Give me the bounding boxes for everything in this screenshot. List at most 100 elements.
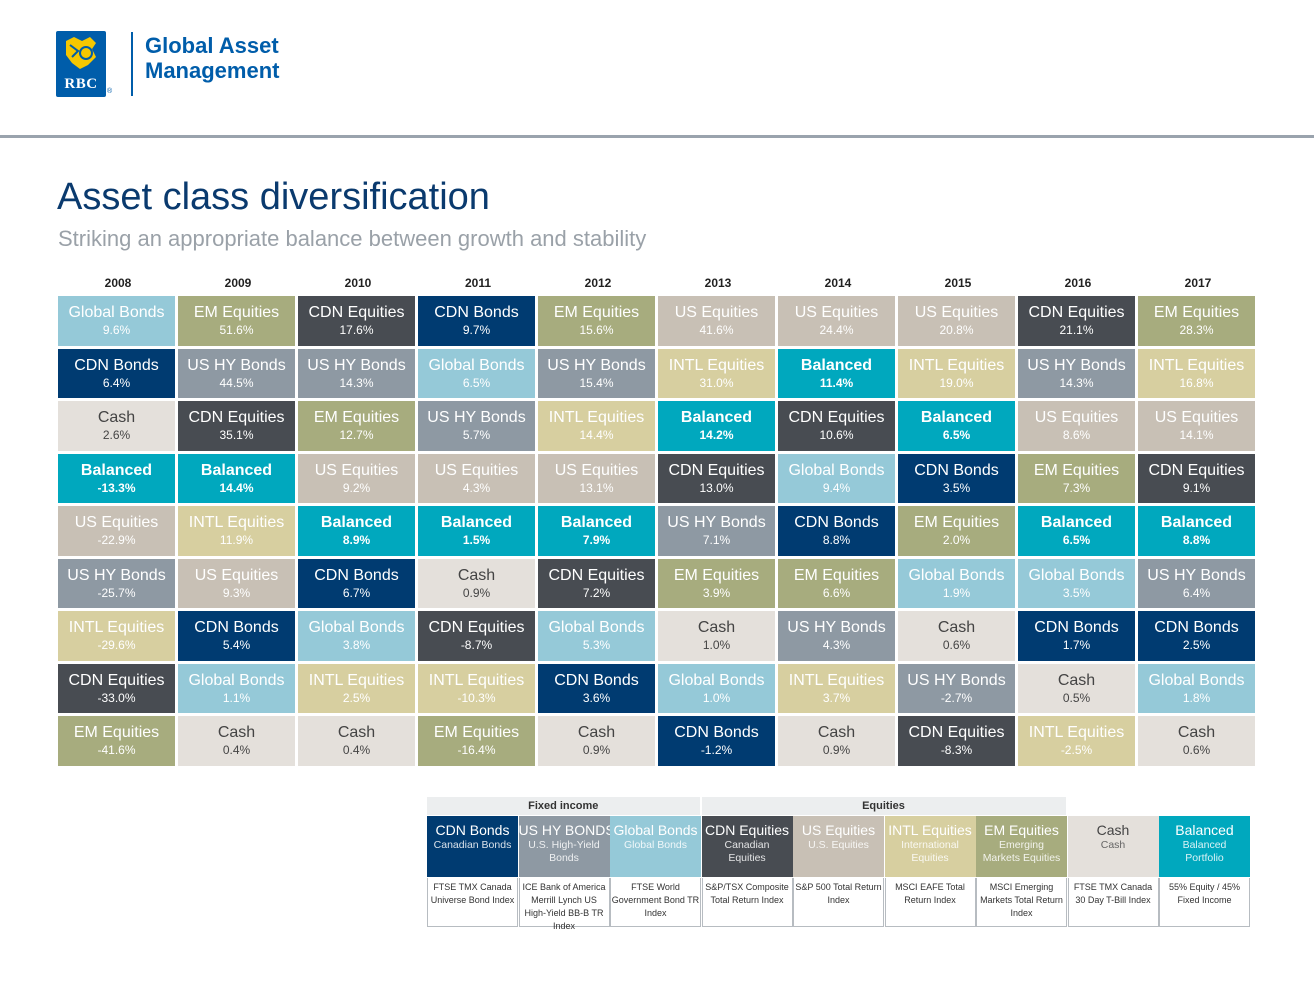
cell-asset-label: Global Bonds xyxy=(668,671,765,689)
cell-return-value: 11.4% xyxy=(819,375,854,390)
cell-asset-label: CDN Bonds xyxy=(1154,619,1239,636)
cell-return-value: 1.9% xyxy=(942,585,971,600)
quilt-cell: CDN Bonds 3.5% xyxy=(898,453,1015,503)
cell-asset-label: EM Equities xyxy=(793,566,880,584)
cell-return-value: -22.9% xyxy=(97,533,136,547)
cell-asset-label: INTL Equities xyxy=(188,514,285,531)
quilt-cell: Cash 2.6% xyxy=(58,401,175,451)
legend-index-name: FTSE TMX Canada 30 Day T-Bill Index xyxy=(1067,878,1159,927)
year-header: 2012 xyxy=(584,276,612,290)
quilt-cell: Balanced 1.5% xyxy=(418,506,535,556)
cell-asset-label: CDN Bonds xyxy=(914,461,999,479)
cell-asset-label: CDN Bonds xyxy=(194,619,279,636)
cell-return-value: 3.6% xyxy=(582,690,611,705)
legend-swatch: CDN Bonds Canadian Bonds xyxy=(427,816,518,877)
quilt-cell: US HY Bonds 15.4% xyxy=(538,348,655,398)
cell-asset-label: US Equities xyxy=(1034,409,1119,426)
cell-asset-label: Balanced xyxy=(80,461,153,479)
quilt-cell: EM Equities 2.0% xyxy=(898,506,1015,556)
cell-return-value: -25.7% xyxy=(97,585,136,600)
legend-title: US HY BONDS xyxy=(518,822,610,838)
quilt-cell: EM Equities 15.6% xyxy=(538,296,655,346)
quilt-cell: INTL Equities 16.8% xyxy=(1138,348,1255,398)
page-title: Asset class diversification xyxy=(57,176,490,218)
cell-asset-label: EM Equities xyxy=(913,514,1000,531)
quilt-cell: US Equities 20.8% xyxy=(898,296,1015,346)
cell-asset-label: US Equities xyxy=(1154,409,1239,426)
cell-asset-label: INTL Equities xyxy=(788,671,885,689)
quilt-cell: CDN Bonds 6.4% xyxy=(58,348,175,398)
cell-asset-label: INTL Equities xyxy=(68,619,165,636)
logo-text: RBC xyxy=(64,76,98,92)
cell-asset-label: Balanced xyxy=(200,461,273,479)
cell-return-value: 14.4% xyxy=(219,480,254,495)
cell-asset-label: CDN Equities xyxy=(68,671,165,689)
cell-return-value: 9.4% xyxy=(822,480,851,495)
year-header: 2011 xyxy=(464,276,492,290)
quilt-cell: CDN Equities 10.6% xyxy=(778,401,895,451)
cell-asset-label: Global Bonds xyxy=(1148,671,1245,689)
quilt-cell: US Equities 24.4% xyxy=(778,296,895,346)
legend-index-name: S&P 500 Total Return Index xyxy=(793,878,884,927)
cell-asset-label: INTL Equities xyxy=(908,356,1005,374)
cell-asset-label: EM Equities xyxy=(433,724,520,741)
quilt-cell: Balanced 14.4% xyxy=(178,453,295,503)
cell-return-value: 3.8% xyxy=(342,638,371,652)
legend-subtitle: Balanced Portfolio xyxy=(1182,839,1227,864)
quilt-cell: CDN Bonds 6.7% xyxy=(298,558,415,608)
cell-asset-label: Balanced xyxy=(680,409,753,426)
cell-asset-label: EM Equities xyxy=(193,304,280,321)
cell-return-value: 51.6% xyxy=(219,323,254,337)
cell-asset-label: Global Bonds xyxy=(188,671,285,689)
quilt-cell: CDN Equities -33.0% xyxy=(58,663,175,713)
quilt-cell: CDN Equities 7.2% xyxy=(538,558,655,608)
brand-line-2: Management xyxy=(145,58,280,83)
legend-index-name: MSCI EAFE Total Return Index xyxy=(884,878,976,927)
quilt-cell: Global Bonds 1.0% xyxy=(658,663,775,713)
quilt-cell: Global Bonds 3.5% xyxy=(1018,558,1135,608)
cell-asset-label: Balanced xyxy=(920,409,993,426)
quilt-cell: US Equities 9.2% xyxy=(298,453,415,503)
quilt-cell: EM Equities 51.6% xyxy=(178,296,295,346)
cell-return-value: 0.6% xyxy=(942,638,971,652)
quilt-cell: INTL Equities 31.0% xyxy=(658,348,775,398)
cell-return-value: 4.3% xyxy=(462,480,491,495)
cell-asset-label: Global Bonds xyxy=(1028,566,1125,584)
cell-return-value: 2.5% xyxy=(342,690,371,705)
cell-return-value: 0.9% xyxy=(462,585,491,600)
cell-return-value: 3.9% xyxy=(702,585,731,600)
cell-asset-label: EM Equities xyxy=(73,724,160,741)
cell-return-value: 14.1% xyxy=(1179,428,1214,442)
cell-return-value: 8.6% xyxy=(1062,428,1091,442)
cell-return-value: 1.0% xyxy=(702,638,731,652)
cell-asset-label: Balanced xyxy=(560,514,633,531)
legend-subtitle: Emerging Markets Equities xyxy=(982,839,1061,864)
cell-asset-label: US Equities xyxy=(434,461,519,479)
cell-asset-label: Cash xyxy=(817,724,856,741)
cell-asset-label: CDN Bonds xyxy=(434,304,519,321)
quilt-cell: EM Equities -41.6% xyxy=(58,716,175,766)
quilt-cell: EM Equities 28.3% xyxy=(1138,296,1255,346)
header-divider xyxy=(131,32,133,96)
cell-return-value: 5.7% xyxy=(462,428,491,442)
cell-return-value: 6.5% xyxy=(1062,533,1091,547)
quilt-cell: Cash 0.4% xyxy=(298,716,415,766)
year-header: 2008 xyxy=(104,276,132,290)
legend-index-name: S&P/TSX Composite Total Return Index xyxy=(701,878,793,927)
cell-asset-label: INTL Equities xyxy=(1148,356,1245,374)
legend-title: EM Equities xyxy=(984,822,1059,838)
quilt-cell: US HY Bonds 44.5% xyxy=(178,348,295,398)
cell-return-value: 14.4% xyxy=(579,428,614,442)
cell-asset-label: EM Equities xyxy=(553,304,640,321)
quilt-cell: Balanced 6.5% xyxy=(1018,506,1135,556)
cell-return-value: -41.6% xyxy=(97,743,136,757)
cell-asset-label: Global Bonds xyxy=(68,304,165,321)
quilt-cell: CDN Equities 9.1% xyxy=(1138,453,1255,503)
legend-swatch: US HY BONDS U.S. High-Yield Bonds xyxy=(518,816,610,877)
quilt-cell: US HY Bonds 5.7% xyxy=(418,401,535,451)
legend-group-header: Fixed income xyxy=(427,797,700,815)
cell-asset-label: US HY Bonds xyxy=(427,409,526,426)
quilt-cell: EM Equities 3.9% xyxy=(658,558,775,608)
quilt-cell: US Equities 13.1% xyxy=(538,453,655,503)
legend-subtitle: Canadian Equities xyxy=(724,839,770,864)
